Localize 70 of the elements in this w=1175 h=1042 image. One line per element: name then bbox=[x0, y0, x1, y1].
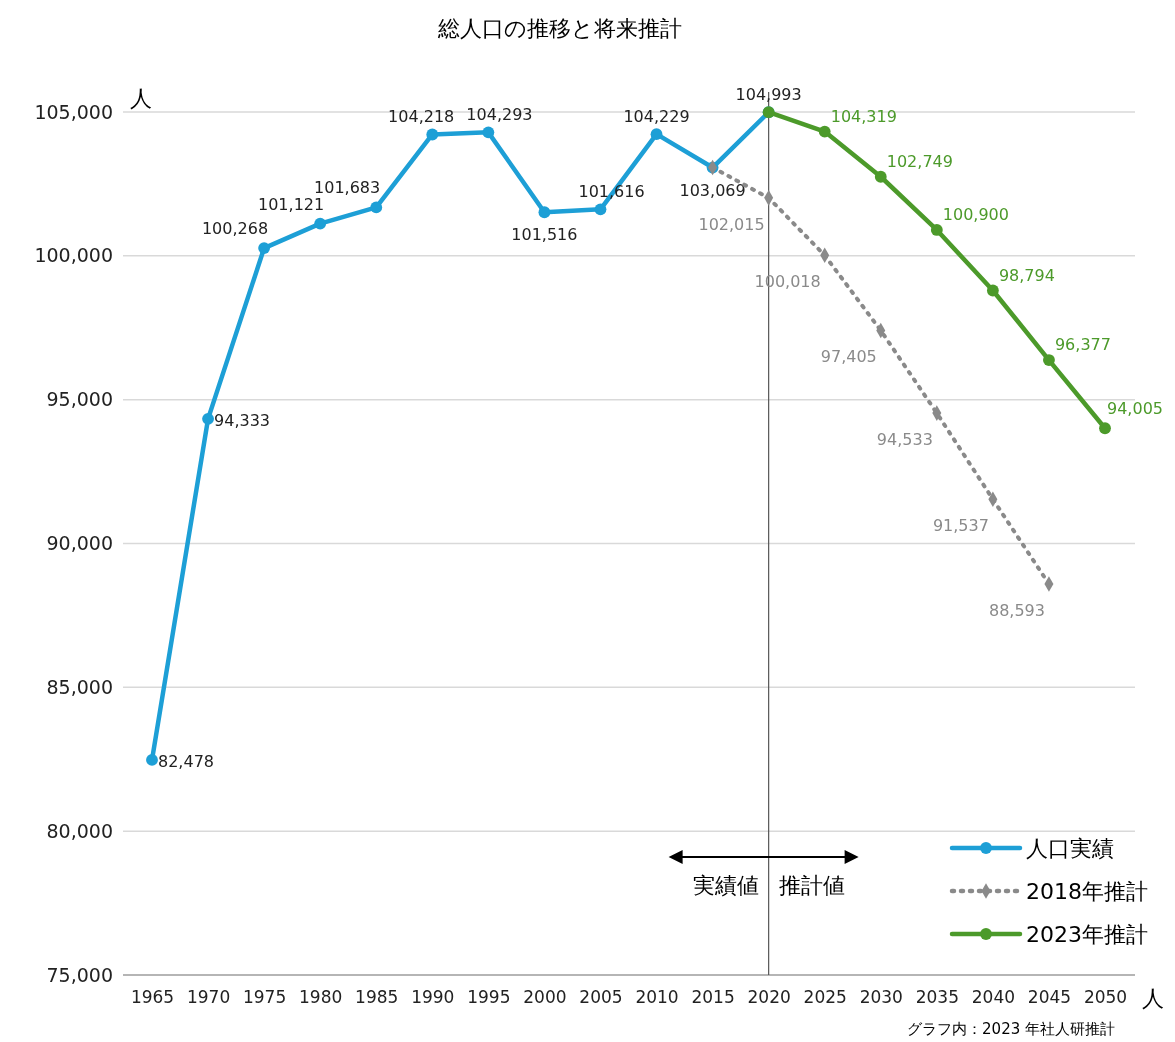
data-label: 94,333 bbox=[214, 410, 271, 430]
point bbox=[146, 753, 158, 766]
y-tick-label: 75,000 bbox=[46, 963, 113, 986]
data-label: 104,293 bbox=[466, 105, 533, 125]
y-tick-label: 95,000 bbox=[46, 388, 113, 411]
data-label: 100,268 bbox=[201, 219, 269, 239]
point bbox=[1099, 422, 1111, 435]
data-label: 100,900 bbox=[942, 204, 1009, 224]
point bbox=[1043, 354, 1055, 366]
point bbox=[314, 217, 327, 230]
text: グラフ内：2023 年社人研推計 bbox=[907, 1020, 1115, 1038]
x-tick-label: 2050 bbox=[1083, 987, 1128, 1008]
data-label: 94,005 bbox=[1107, 399, 1163, 419]
point bbox=[258, 242, 271, 255]
chart-title: 総人口の推移と将来推計 bbox=[437, 16, 682, 41]
x-tick-label: 2045 bbox=[1027, 987, 1072, 1008]
point bbox=[538, 206, 551, 219]
data-label: 96,377 bbox=[1054, 335, 1111, 355]
data-label: 94,533 bbox=[876, 430, 933, 450]
point bbox=[482, 126, 495, 139]
data-label: 98,794 bbox=[998, 265, 1055, 285]
x-tick-label: 1975 bbox=[242, 987, 287, 1008]
data-label: 102,749 bbox=[886, 151, 953, 171]
x-axis-title: 人 bbox=[1142, 986, 1164, 1011]
data-label: 88,593 bbox=[988, 600, 1045, 620]
data-label: 103,069 bbox=[679, 180, 746, 200]
y-tick-label: 85,000 bbox=[46, 675, 113, 698]
data-label: 101,516 bbox=[511, 225, 578, 245]
x-tick-label: 2015 bbox=[691, 987, 735, 1008]
x-tick-label: 2000 bbox=[523, 987, 567, 1008]
legend-label: 2018年推計 bbox=[1026, 879, 1148, 904]
point bbox=[930, 224, 943, 236]
point bbox=[370, 201, 383, 214]
data-label: 104,319 bbox=[830, 106, 897, 126]
y-axis-title: 人 bbox=[130, 86, 152, 111]
legend-label: 2023年推計 bbox=[1026, 922, 1148, 947]
point bbox=[874, 170, 887, 183]
x-tick-label: 1990 bbox=[411, 987, 455, 1008]
x-tick-label: 1970 bbox=[186, 987, 231, 1008]
point bbox=[650, 128, 663, 141]
x-tick-label: 1980 bbox=[299, 987, 343, 1008]
x-tick-label: 2035 bbox=[915, 987, 959, 1008]
data-label: 102,015 bbox=[698, 214, 765, 234]
x-tick-label: 2020 bbox=[747, 987, 791, 1008]
y-tick-label: 100,000 bbox=[34, 244, 113, 267]
x-tick-label: 2025 bbox=[803, 987, 847, 1008]
point bbox=[986, 284, 999, 297]
x-tick-label: 2040 bbox=[971, 987, 1016, 1008]
data-label: 104,218 bbox=[388, 107, 455, 127]
x-tick-label: 1965 bbox=[130, 987, 175, 1008]
x-tick-label: 2030 bbox=[859, 987, 903, 1008]
data-label: 104,993 bbox=[735, 85, 802, 105]
point bbox=[202, 412, 214, 425]
data-label: 104,229 bbox=[623, 107, 690, 127]
y-tick-label: 90,000 bbox=[46, 532, 113, 555]
point bbox=[594, 203, 607, 216]
y-tick-label: 105,000 bbox=[34, 100, 113, 123]
legend-label: 人口実績 bbox=[1026, 836, 1114, 861]
annotation: 実績値 bbox=[692, 873, 759, 898]
data-label: 97,405 bbox=[820, 347, 877, 367]
point bbox=[818, 125, 831, 138]
x-tick-label: 1985 bbox=[355, 987, 399, 1008]
annotation: 推計値 bbox=[778, 873, 845, 898]
x-tick-label: 1995 bbox=[467, 987, 511, 1008]
point bbox=[426, 128, 439, 141]
data-label: 82,478 bbox=[158, 751, 214, 771]
y-tick-label: 80,000 bbox=[46, 819, 113, 842]
x-tick-label: 2010 bbox=[635, 987, 679, 1008]
data-label: 91,537 bbox=[932, 516, 989, 536]
x-tick-label: 2005 bbox=[579, 987, 623, 1008]
